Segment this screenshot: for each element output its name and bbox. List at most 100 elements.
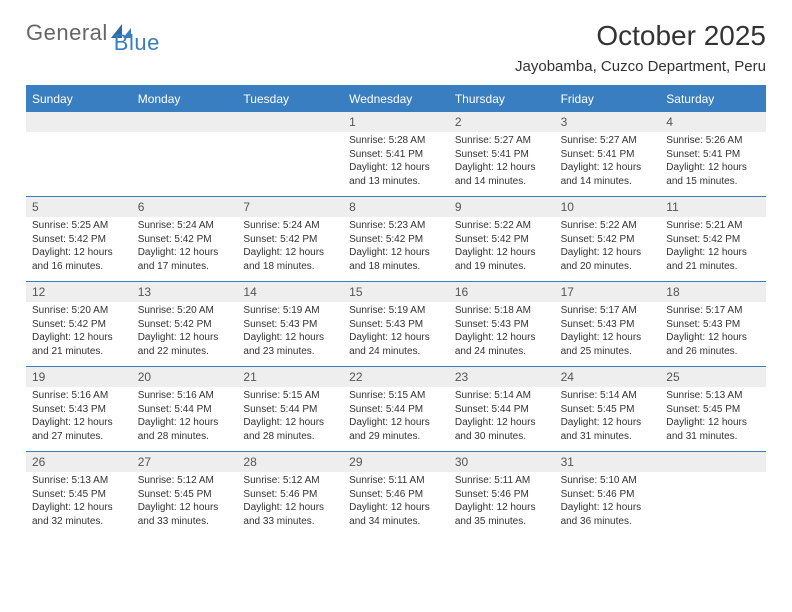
day-number: 1 [343, 112, 449, 132]
day-line: Sunrise: 5:10 AM [561, 474, 655, 488]
day-line: Daylight: 12 hours [561, 501, 655, 515]
day-line: and 24 minutes. [349, 345, 443, 359]
day-line: Sunrise: 5:12 AM [243, 474, 337, 488]
day-line: Sunset: 5:45 PM [32, 488, 126, 502]
day-line: Daylight: 12 hours [32, 416, 126, 430]
day-line: Daylight: 12 hours [561, 331, 655, 345]
day-line: and 17 minutes. [138, 260, 232, 274]
day-line: Sunset: 5:42 PM [666, 233, 760, 247]
day-number: 19 [26, 367, 132, 387]
day-line: Sunset: 5:41 PM [349, 148, 443, 162]
day-line: Sunrise: 5:20 AM [32, 304, 126, 318]
day-detail: Sunrise: 5:20 AMSunset: 5:42 PMDaylight:… [132, 302, 238, 366]
day-line: Daylight: 12 hours [138, 416, 232, 430]
day-detail: Sunrise: 5:12 AMSunset: 5:46 PMDaylight:… [237, 472, 343, 536]
day-number: 30 [449, 452, 555, 472]
day-line: Daylight: 12 hours [138, 331, 232, 345]
day-line: and 32 minutes. [32, 515, 126, 529]
day-line: and 35 minutes. [455, 515, 549, 529]
day-detail: Sunrise: 5:24 AMSunset: 5:42 PMDaylight:… [132, 217, 238, 281]
day-line: and 28 minutes. [138, 430, 232, 444]
day-line: Sunrise: 5:17 AM [561, 304, 655, 318]
day-detail: Sunrise: 5:21 AMSunset: 5:42 PMDaylight:… [660, 217, 766, 281]
day-line: Daylight: 12 hours [349, 246, 443, 260]
day-number: 5 [26, 197, 132, 217]
day-number: 24 [555, 367, 661, 387]
day-line: Sunrise: 5:16 AM [32, 389, 126, 403]
day-line: Sunset: 5:45 PM [561, 403, 655, 417]
day-line: and 22 minutes. [138, 345, 232, 359]
day-detail [132, 132, 238, 196]
day-line: Daylight: 12 hours [243, 246, 337, 260]
day-line: and 28 minutes. [243, 430, 337, 444]
day-line: Sunset: 5:42 PM [32, 233, 126, 247]
day-detail: Sunrise: 5:27 AMSunset: 5:41 PMDaylight:… [555, 132, 661, 196]
day-detail: Sunrise: 5:28 AMSunset: 5:41 PMDaylight:… [343, 132, 449, 196]
day-line: Sunrise: 5:15 AM [349, 389, 443, 403]
day-line: Daylight: 12 hours [666, 161, 760, 175]
day-line: and 21 minutes. [32, 345, 126, 359]
day-line: Sunrise: 5:26 AM [666, 134, 760, 148]
day-detail: Sunrise: 5:10 AMSunset: 5:46 PMDaylight:… [555, 472, 661, 536]
day-number: 13 [132, 282, 238, 302]
day-line: Sunrise: 5:14 AM [561, 389, 655, 403]
day-line: and 27 minutes. [32, 430, 126, 444]
day-line: Daylight: 12 hours [32, 246, 126, 260]
day-number: 20 [132, 367, 238, 387]
day-number [237, 112, 343, 132]
day-line: Daylight: 12 hours [666, 416, 760, 430]
day-detail [237, 132, 343, 196]
day-line: and 29 minutes. [349, 430, 443, 444]
day-line: Daylight: 12 hours [243, 416, 337, 430]
day-line: Daylight: 12 hours [243, 501, 337, 515]
day-detail: Sunrise: 5:22 AMSunset: 5:42 PMDaylight:… [449, 217, 555, 281]
day-detail: Sunrise: 5:14 AMSunset: 5:44 PMDaylight:… [449, 387, 555, 451]
day-detail: Sunrise: 5:23 AMSunset: 5:42 PMDaylight:… [343, 217, 449, 281]
day-detail: Sunrise: 5:16 AMSunset: 5:43 PMDaylight:… [26, 387, 132, 451]
day-number: 10 [555, 197, 661, 217]
day-line: Daylight: 12 hours [455, 246, 549, 260]
day-line: Sunset: 5:42 PM [32, 318, 126, 332]
day-number: 29 [343, 452, 449, 472]
day-number: 16 [449, 282, 555, 302]
day-number: 26 [26, 452, 132, 472]
day-line: and 23 minutes. [243, 345, 337, 359]
day-line: and 16 minutes. [32, 260, 126, 274]
day-line: Sunrise: 5:15 AM [243, 389, 337, 403]
day-line: Sunset: 5:43 PM [561, 318, 655, 332]
day-line: Daylight: 12 hours [349, 501, 443, 515]
day-number: 22 [343, 367, 449, 387]
day-number: 2 [449, 112, 555, 132]
day-line: Daylight: 12 hours [455, 161, 549, 175]
day-number: 11 [660, 197, 766, 217]
day-line: Sunrise: 5:22 AM [455, 219, 549, 233]
dow-cell: Sunday [26, 87, 132, 111]
title-block: October 2025 Jayobamba, Cuzco Department… [515, 20, 766, 75]
day-line: and 34 minutes. [349, 515, 443, 529]
day-detail: Sunrise: 5:20 AMSunset: 5:42 PMDaylight:… [26, 302, 132, 366]
day-line: Sunset: 5:42 PM [243, 233, 337, 247]
day-line: and 19 minutes. [455, 260, 549, 274]
daynum-row: 262728293031 [26, 451, 766, 472]
day-line: Sunset: 5:42 PM [561, 233, 655, 247]
detail-row: Sunrise: 5:28 AMSunset: 5:41 PMDaylight:… [26, 132, 766, 196]
day-line: Sunset: 5:42 PM [349, 233, 443, 247]
day-line: and 18 minutes. [243, 260, 337, 274]
day-number [660, 452, 766, 472]
day-line: and 30 minutes. [455, 430, 549, 444]
day-detail: Sunrise: 5:11 AMSunset: 5:46 PMDaylight:… [449, 472, 555, 536]
day-line: Daylight: 12 hours [561, 161, 655, 175]
daynum-row: 19202122232425 [26, 366, 766, 387]
day-line: Sunset: 5:42 PM [455, 233, 549, 247]
day-line: Sunset: 5:41 PM [561, 148, 655, 162]
detail-row: Sunrise: 5:20 AMSunset: 5:42 PM Daylight:… [26, 302, 766, 366]
day-line: Sunset: 5:44 PM [349, 403, 443, 417]
day-line: Sunrise: 5:19 AM [243, 304, 337, 318]
day-detail: Sunrise: 5:22 AMSunset: 5:42 PMDaylight:… [555, 217, 661, 281]
day-line: Daylight: 12 hours [138, 501, 232, 515]
day-line: Daylight: 12 hours [455, 331, 549, 345]
day-line: Sunrise: 5:22 AM [561, 219, 655, 233]
dow-cell: Wednesday [343, 87, 449, 111]
day-detail: Sunrise: 5:14 AMSunset: 5:45 PMDaylight:… [555, 387, 661, 451]
day-detail: Sunrise: 5:24 AMSunset: 5:42 PMDaylight:… [237, 217, 343, 281]
